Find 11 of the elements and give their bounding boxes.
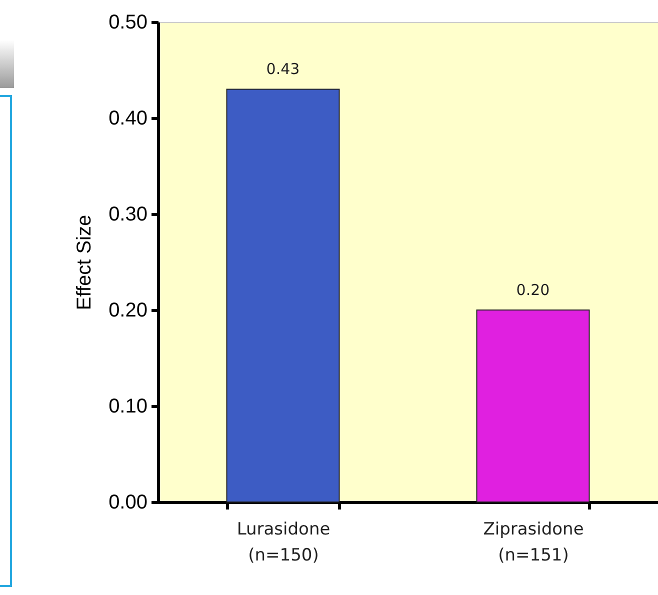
y-axis-title: Effect Size xyxy=(74,214,96,310)
x-tick-label: Lurasidone (n=150) xyxy=(236,520,330,566)
y-tick-label: 0.20 xyxy=(108,300,148,322)
y-tick-label: 0.00 xyxy=(108,492,148,514)
x-tick-label: Ziprasidone (n=151) xyxy=(483,520,584,566)
y-tick-label: 0.40 xyxy=(108,108,148,130)
data-label: 0.20 xyxy=(516,281,550,299)
data-label: 0.43 xyxy=(266,60,300,78)
y-tick-label: 0.10 xyxy=(108,396,148,418)
y-tick-label: 0.30 xyxy=(108,204,148,226)
y-tick-label: 0.50 xyxy=(108,12,148,34)
